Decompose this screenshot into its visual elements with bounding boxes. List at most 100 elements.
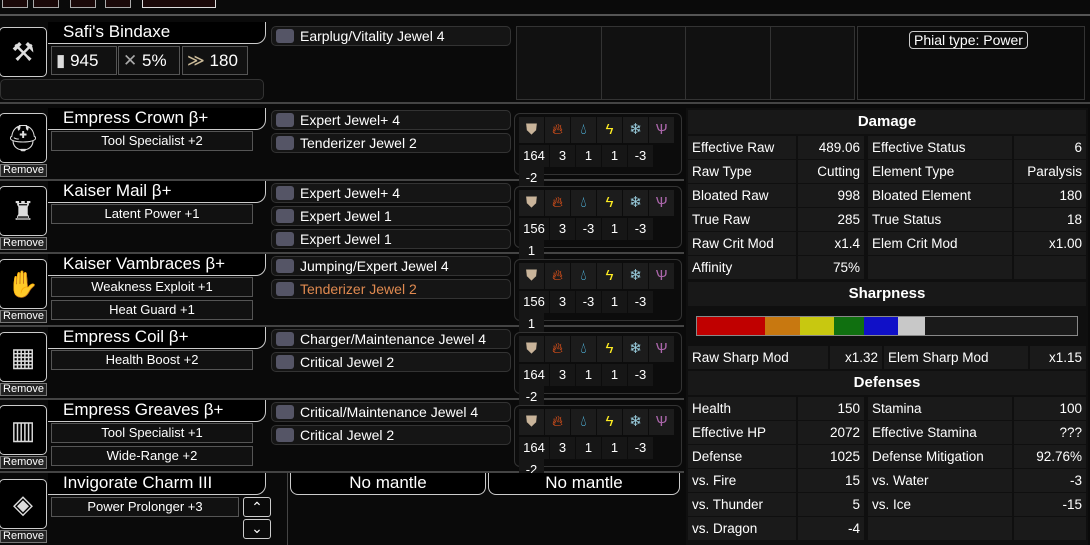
toolbar-button[interactable] — [142, 0, 216, 8]
stat-label: Bloated Raw — [688, 184, 796, 207]
jewel-icon — [276, 136, 294, 150]
charm-remove-button[interactable]: Remove — [0, 530, 47, 543]
armor-row: ⛑ Remove Empress Crown β+ Tool Specialist +… — [0, 108, 684, 189]
stat-value — [1014, 517, 1086, 540]
fire-icon: 🔥︎ — [545, 117, 570, 143]
defense-icon: ⛊ — [519, 190, 544, 216]
helmet-icon[interactable]: ⛑ — [0, 113, 47, 163]
stat-label: Effective HP — [688, 421, 796, 444]
resistance-value: -3 — [576, 291, 601, 313]
toolbar-icon[interactable] — [70, 0, 96, 8]
stat-value: x1.00 — [1014, 232, 1086, 255]
armor-decoration[interactable]: Critical Jewel 2 — [271, 425, 511, 445]
armor-name: Kaiser Mail β+ — [48, 181, 266, 203]
elem-sharp-mod-label: Elem Sharp Mod — [884, 346, 1028, 369]
stat-label: Effective Stamina — [868, 421, 1012, 444]
armor-decoration[interactable]: Expert Jewel+ 4 — [271, 183, 511, 203]
armor-skill: Tool Specialist +1 — [51, 423, 253, 443]
armor-decoration[interactable]: Tenderizer Jewel 2 — [271, 133, 511, 153]
water-icon: 💧︎ — [571, 409, 596, 435]
armor-decoration[interactable]: Charger/Maintenance Jewel 4 — [271, 329, 511, 349]
water-icon: 💧︎ — [571, 190, 596, 216]
sharpness-segment — [765, 317, 800, 335]
remove-button[interactable]: Remove — [0, 237, 47, 250]
dragon-icon: Ѱ — [649, 409, 674, 435]
attack-stat: ▮ 945 — [51, 46, 117, 75]
stat-value: 285 — [798, 208, 864, 231]
attack-value: 945 — [70, 51, 99, 70]
thunder-icon: ϟ — [597, 117, 622, 143]
stat-label: vs. Fire — [688, 469, 796, 492]
armor-decoration[interactable]: Expert Jewel 1 — [271, 229, 511, 249]
sharpness-header: Sharpness — [688, 282, 1086, 306]
stat-value: -3 — [1014, 469, 1086, 492]
chevron-up-icon[interactable]: ⌃ — [243, 497, 271, 517]
armor-row: ♜ Remove Kaiser Mail β+ Latent Power +1 Expe… — [0, 181, 684, 262]
remove-button[interactable]: Remove — [0, 383, 47, 396]
remove-button[interactable]: Remove — [0, 456, 47, 469]
mantle-slot-1[interactable]: No mantle — [290, 473, 486, 495]
water-icon: 💧︎ — [571, 336, 596, 362]
remove-button[interactable]: Remove — [0, 310, 47, 323]
charm-icon[interactable]: ◈ — [0, 479, 47, 529]
toolbar-icon[interactable] — [33, 0, 59, 8]
resistance-value: 1 — [576, 145, 601, 167]
weapon-icon[interactable]: ⚒ — [0, 27, 47, 77]
armor-decoration[interactable]: Critical Jewel 2 — [271, 352, 511, 372]
jewel-icon — [276, 259, 294, 273]
weapon-name: Safi's Bindaxe — [48, 22, 266, 44]
jewel-icon — [276, 332, 294, 346]
armor-decoration[interactable]: Critical/Maintenance Jewel 4 — [271, 402, 511, 422]
empty-slot[interactable] — [771, 27, 855, 99]
empty-slot[interactable] — [686, 27, 771, 99]
defense-icon: ⛊ — [519, 263, 544, 289]
divider — [287, 473, 288, 545]
stat-label: Defense — [688, 445, 796, 468]
sharpness-bar — [696, 316, 1078, 336]
decoration-label: Expert Jewel+ 4 — [300, 185, 400, 201]
legs-icon[interactable]: ▥ — [0, 405, 47, 455]
armor-decoration[interactable]: Expert Jewel 1 — [271, 206, 511, 226]
armor-skill: Latent Power +1 — [51, 204, 253, 224]
element-stat: ≫ 180 — [182, 46, 248, 75]
water-icon: 💧︎ — [571, 117, 596, 143]
waist-icon[interactable]: ▦ — [0, 332, 47, 382]
jewel-icon — [276, 232, 294, 246]
resistance-value: 156 — [519, 291, 549, 313]
charm-section: ◈ Remove Invigorate Charm III Power Prol… — [0, 473, 684, 545]
sharpness-segment — [833, 317, 865, 335]
dragon-icon: Ѱ — [649, 336, 674, 362]
chevron-down-icon[interactable]: ⌄ — [243, 519, 271, 539]
mantle-slot-2[interactable]: No mantle — [488, 473, 680, 495]
empty-slot[interactable] — [602, 27, 686, 99]
armor-decoration[interactable]: Expert Jewel+ 4 — [271, 110, 511, 130]
weapon-decoration[interactable]: Earplug/Vitality Jewel 4 — [271, 26, 511, 46]
gauntlet-icon[interactable]: ✋ — [0, 259, 47, 309]
charm-name: Invigorate Charm III — [48, 473, 266, 495]
resistance-value: 1 — [519, 240, 544, 262]
resistance-box: ⛊ 🔥︎ 💧︎ ϟ ❄ Ѱ 164 3 1 1 -3-2 — [514, 113, 682, 189]
stat-value: -4 — [798, 517, 864, 540]
chest-icon[interactable]: ♜ — [0, 186, 47, 236]
decoration-label: Jumping/Expert Jewel 4 — [300, 258, 449, 274]
defense-icon: ⛊ — [519, 409, 544, 435]
decoration-label: Expert Jewel+ 4 — [300, 112, 400, 128]
decoration-label: Earplug/Vitality Jewel 4 — [300, 28, 445, 44]
stat-value: x1.4 — [798, 232, 864, 255]
weapon-extra-slot[interactable] — [0, 79, 264, 100]
toolbar-icon[interactable] — [105, 0, 131, 8]
stat-value: 180 — [1014, 184, 1086, 207]
resistance-value: 1 — [602, 145, 627, 167]
decoration-label: Critical Jewel 2 — [300, 427, 395, 443]
armor-decoration[interactable]: Tenderizer Jewel 2 — [271, 279, 511, 299]
armor-decoration[interactable]: Jumping/Expert Jewel 4 — [271, 256, 511, 276]
toolbar-icon[interactable] — [2, 0, 28, 8]
phial-box: Phial type: Power — [857, 26, 1085, 100]
resistance-value: 3 — [550, 218, 575, 240]
defense-icon: ⛊ — [519, 117, 544, 143]
armor-name: Empress Crown β+ — [48, 108, 266, 130]
armor-skill: Weakness Exploit +1 — [51, 277, 253, 297]
empty-slot[interactable] — [517, 27, 602, 99]
remove-button[interactable]: Remove — [0, 164, 47, 177]
armor-name: Empress Greaves β+ — [48, 400, 266, 422]
